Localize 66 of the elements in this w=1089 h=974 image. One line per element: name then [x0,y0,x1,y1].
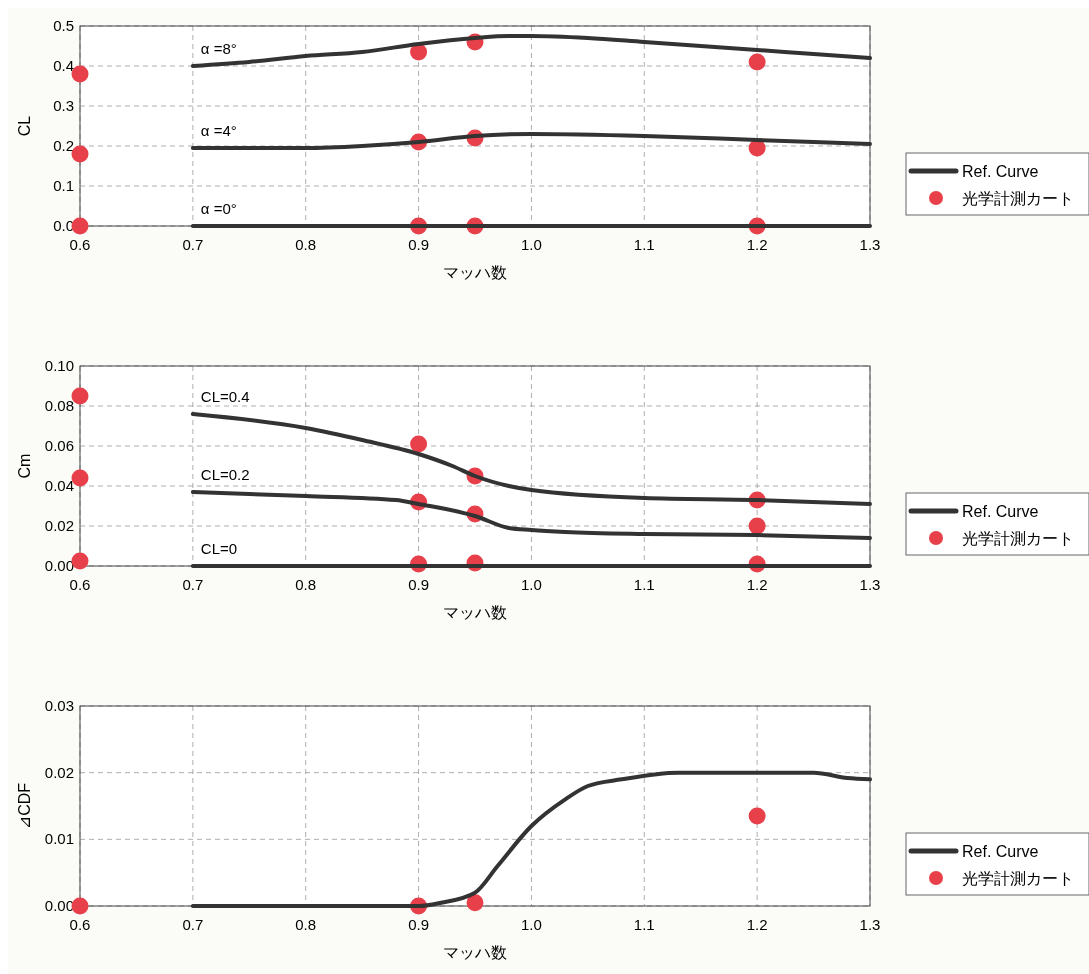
x-tick-label: 0.9 [408,576,429,593]
legend-label: 光学計測カート [962,530,1074,547]
x-axis-title: マッハ数 [443,264,507,281]
y-tick-label: 0.08 [44,397,74,414]
point [71,897,89,915]
x-tick-label: 0.7 [182,576,204,593]
x-axis-title: マッハ数 [443,604,507,621]
point [410,435,428,453]
y-axis-title: CL [16,115,33,137]
legend-label: Ref. Curve [962,843,1039,860]
annotation: CL=0 [200,540,238,557]
point [71,217,89,235]
x-tick-label: 0.8 [295,236,317,253]
y-tick-label: 0.3 [53,97,74,114]
y-tick-label: 0.1 [53,177,74,194]
annotation: α =0° [200,200,237,217]
x-tick-label: 1.2 [746,916,768,933]
x-tick-label: 1.2 [746,236,768,253]
x-tick-label: 0.9 [408,916,429,933]
y-tick-label: 0.04 [44,477,74,494]
x-tick-label: 1.0 [521,916,542,933]
y-tick-label: 0.2 [53,137,74,154]
x-tick-label: 0.7 [182,236,204,253]
legend-label: Ref. Curve [962,163,1039,180]
x-tick-label: 0.6 [69,576,91,593]
line-series [190,490,872,540]
y-tick-label: 0.02 [44,763,74,781]
x-tick-label: 1.0 [521,236,542,253]
y-tick-label: 0.00 [44,557,74,574]
y-tick-label: 0.4 [53,57,74,74]
point [466,894,484,912]
x-tick-label: 1.2 [746,576,768,593]
x-tick-label: 1.0 [521,576,542,593]
y-tick-label: 0.03 [44,697,74,714]
point [748,807,766,825]
x-tick-label: 0.8 [295,576,317,593]
legend-label: 光学計測カート [962,870,1074,887]
legend-label: Ref. Curve [962,503,1039,520]
x-tick-label: 1.1 [633,916,655,933]
line-series [190,34,872,68]
x-tick-label: 0.8 [295,916,317,933]
y-axis-title: ⊿CDF [16,782,33,830]
y-tick-label: 0.5 [53,17,74,34]
x-tick-label: 1.3 [859,916,881,933]
point [71,145,89,163]
x-tick-label: 1.1 [633,236,655,253]
annotation: α =4° [200,122,237,139]
annotation: α =8° [200,40,237,57]
y-tick-label: 0.10 [44,357,74,374]
x-tick-label: 0.6 [69,916,91,933]
x-axis-title: マッハ数 [443,944,507,961]
x-tick-label: 0.6 [69,236,91,253]
x-tick-label: 0.7 [182,916,204,933]
x-tick-label: 0.9 [408,236,429,253]
y-tick-label: 0.01 [44,830,74,848]
x-tick-label: 1.3 [859,576,881,593]
y-tick-label: 0.06 [44,437,74,454]
point [748,53,766,71]
x-tick-label: 1.3 [859,236,881,253]
x-tick-label: 1.1 [633,576,655,593]
legend-label: 光学計測カート [962,190,1074,207]
y-tick-label: 0.02 [44,517,74,534]
y-axis-title: Cm [16,453,33,479]
annotation: CL=0.2 [200,466,250,483]
point [748,517,766,535]
annotation: CL=0.4 [200,388,250,405]
